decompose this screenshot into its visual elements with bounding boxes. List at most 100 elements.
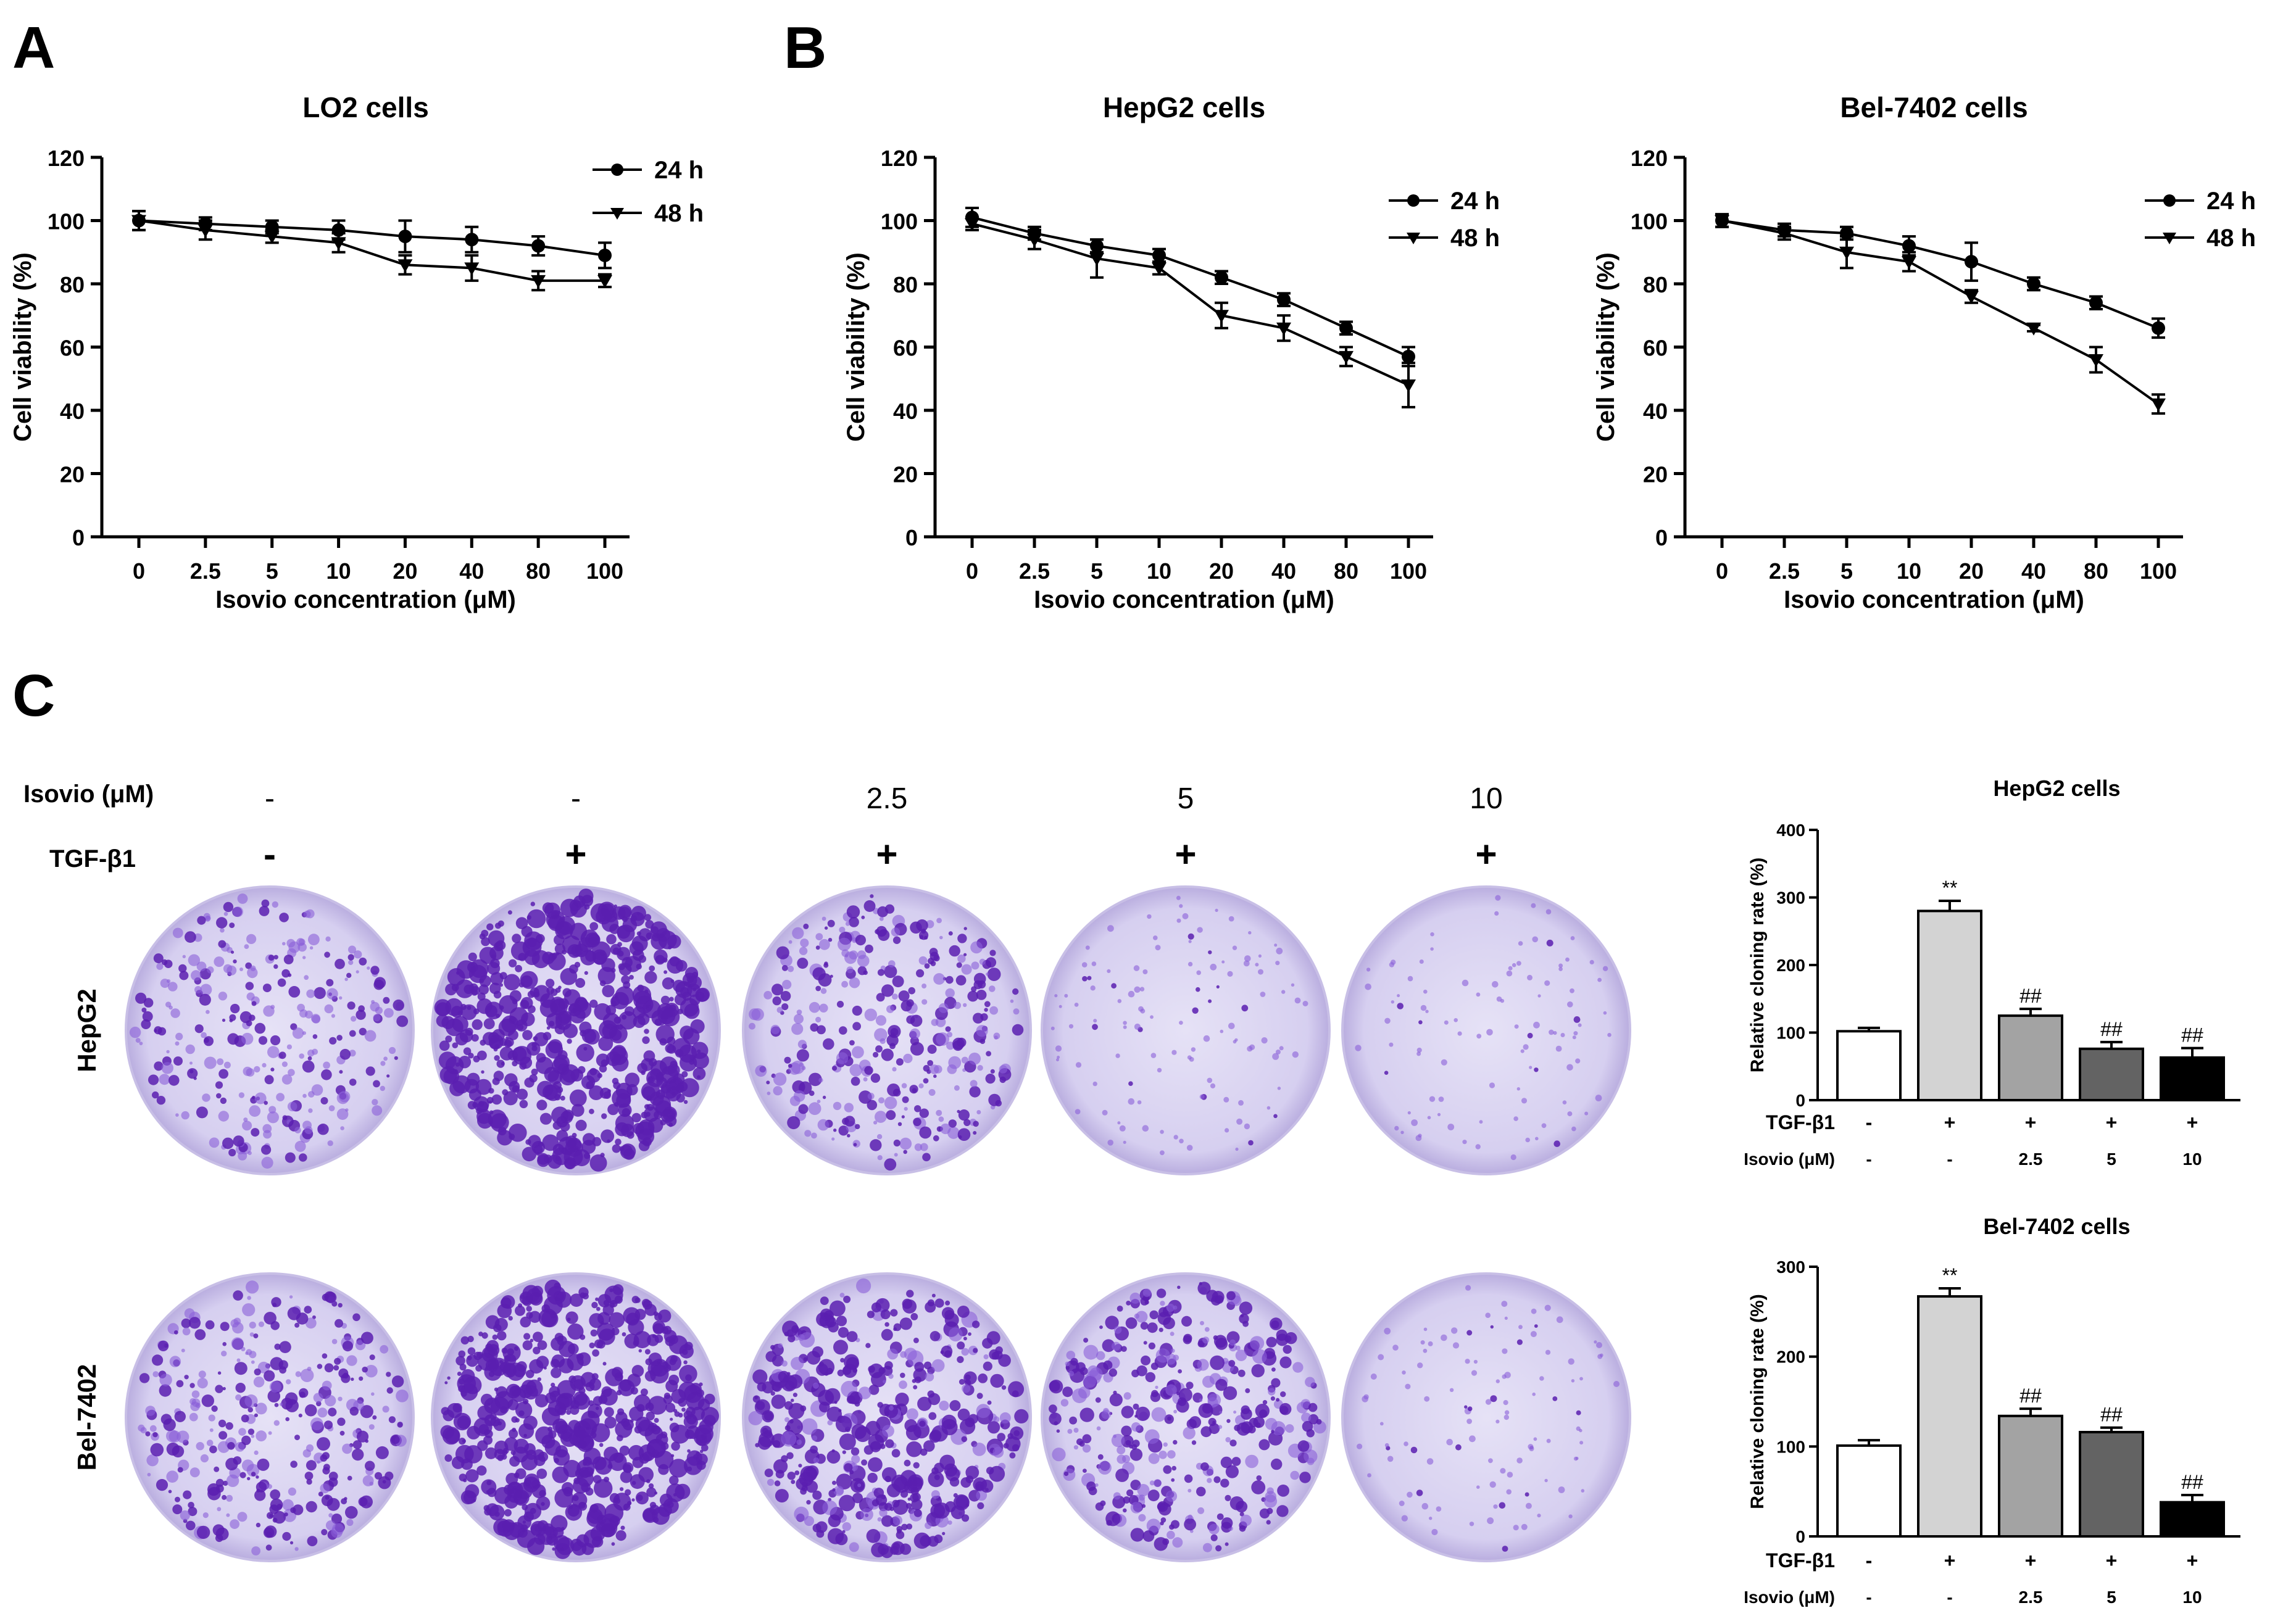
colony xyxy=(1207,1393,1221,1407)
colony xyxy=(670,1355,678,1363)
significance-mark: ## xyxy=(2100,1018,2123,1040)
colony xyxy=(1153,1479,1162,1488)
colony xyxy=(227,1442,235,1450)
colony xyxy=(255,1402,267,1415)
colony xyxy=(593,1396,603,1406)
data-point-48h xyxy=(1839,246,1854,260)
colony xyxy=(1179,1021,1183,1025)
colony xyxy=(607,1139,610,1143)
colony xyxy=(660,1066,679,1084)
colony xyxy=(1530,1331,1537,1338)
colony xyxy=(939,1401,949,1411)
colony xyxy=(572,1133,577,1138)
colony xyxy=(1423,1327,1428,1332)
colony xyxy=(1441,1334,1447,1341)
colony xyxy=(1165,1490,1178,1502)
isovio-value: - xyxy=(1947,1588,1952,1607)
colony xyxy=(264,1075,274,1085)
colony xyxy=(251,1435,255,1438)
colony xyxy=(256,1475,259,1479)
colony xyxy=(258,1321,265,1327)
colony xyxy=(1558,1486,1565,1493)
colony xyxy=(370,1001,380,1012)
colony xyxy=(626,1312,639,1326)
x-tick-label: 10 xyxy=(1147,558,1171,584)
colony xyxy=(339,1070,343,1074)
colony xyxy=(615,1122,629,1137)
colony xyxy=(299,1053,305,1059)
colony xyxy=(1133,965,1140,971)
colony xyxy=(696,1451,700,1456)
colony xyxy=(1575,1058,1581,1064)
colony xyxy=(175,1496,180,1502)
colony xyxy=(771,1394,786,1409)
colony xyxy=(1081,962,1088,967)
colony xyxy=(755,1401,765,1411)
colony xyxy=(1537,994,1541,998)
colony xyxy=(1462,1140,1467,1145)
colony xyxy=(616,947,631,961)
colony xyxy=(1147,1489,1160,1502)
colony xyxy=(178,964,187,973)
colony xyxy=(286,1379,291,1385)
colony xyxy=(1171,1050,1177,1055)
colony xyxy=(1121,1406,1134,1419)
tgf-value: + xyxy=(876,834,897,875)
colony xyxy=(1430,932,1434,937)
colony xyxy=(999,1412,1011,1423)
colony xyxy=(919,1420,926,1427)
colony xyxy=(1271,1367,1276,1372)
colony xyxy=(901,1115,905,1119)
x-tick-label: 0 xyxy=(1716,558,1728,584)
colony xyxy=(1535,1137,1539,1141)
colony xyxy=(1078,1386,1091,1399)
colony xyxy=(533,1036,538,1042)
colony xyxy=(1240,1314,1244,1318)
colony xyxy=(571,1104,584,1117)
colony xyxy=(1130,1528,1145,1542)
colony xyxy=(537,1377,541,1382)
colony xyxy=(286,938,296,948)
colony xyxy=(670,979,675,983)
colony xyxy=(247,1296,251,1300)
colony xyxy=(262,1063,267,1067)
colony xyxy=(1242,1320,1249,1327)
colony xyxy=(863,1077,868,1082)
chart-title: HepG2 cells xyxy=(1993,776,2120,801)
colony xyxy=(637,984,644,992)
colony xyxy=(358,1005,365,1013)
colony xyxy=(1428,1341,1433,1346)
colony xyxy=(1113,1492,1121,1500)
colony xyxy=(778,1370,790,1383)
colony xyxy=(833,1340,848,1355)
colony xyxy=(1279,1356,1292,1369)
colony xyxy=(1260,992,1266,997)
colony xyxy=(588,1403,602,1419)
colony xyxy=(1207,1478,1212,1483)
colony xyxy=(602,1304,614,1316)
colony xyxy=(256,1481,267,1493)
colony xyxy=(191,1398,201,1407)
colony xyxy=(838,1494,855,1512)
colony xyxy=(1162,1538,1170,1546)
colony xyxy=(245,1351,249,1355)
colony xyxy=(798,1464,802,1468)
colony xyxy=(1546,1438,1551,1443)
colony xyxy=(983,1354,989,1360)
colony xyxy=(686,1466,692,1472)
colony xyxy=(233,1290,243,1301)
colony xyxy=(647,1334,659,1346)
colony xyxy=(139,1042,143,1045)
colony xyxy=(922,1153,931,1162)
colony xyxy=(1197,1340,1205,1348)
colony xyxy=(1279,1046,1284,1051)
colony xyxy=(1102,1339,1115,1353)
colony xyxy=(1489,1481,1496,1488)
colony xyxy=(320,1097,328,1104)
colony xyxy=(1494,911,1499,916)
significance-mark: ## xyxy=(2100,1404,2123,1426)
colony xyxy=(851,1447,860,1456)
colony xyxy=(263,1005,275,1017)
y-tick-label: 60 xyxy=(60,336,85,361)
colony xyxy=(245,962,252,969)
